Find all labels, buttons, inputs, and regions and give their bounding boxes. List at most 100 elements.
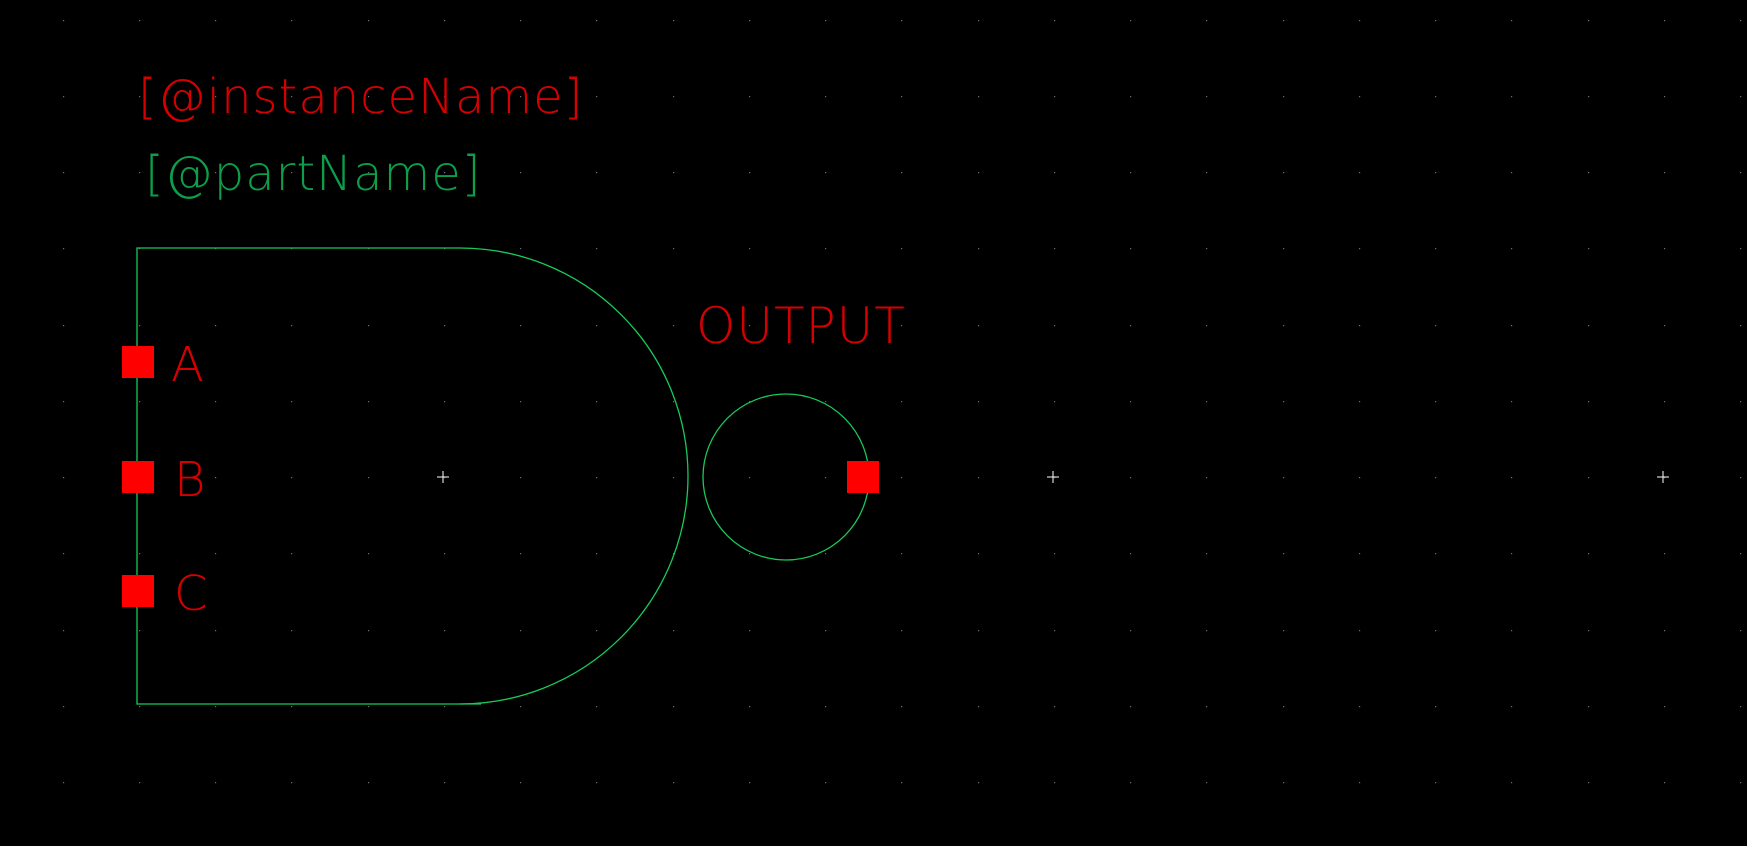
grid-dot	[673, 477, 675, 479]
grid-dot	[1206, 325, 1208, 327]
grid-dot	[978, 401, 980, 403]
grid-dot	[749, 630, 751, 632]
grid-dot	[1283, 172, 1285, 174]
grid-dot	[1511, 20, 1513, 22]
pin-b-square[interactable]	[122, 461, 154, 493]
grid-dot	[1740, 553, 1742, 555]
grid-dot	[1664, 782, 1666, 784]
grid-dot	[978, 782, 980, 784]
grid-dot	[63, 477, 65, 479]
grid-dot	[901, 401, 903, 403]
grid-dot	[673, 706, 675, 708]
grid-dot	[1130, 248, 1132, 250]
grid-dot	[1588, 477, 1590, 479]
output-pin-label[interactable]: OUTPUT	[696, 297, 906, 355]
grid-dot	[444, 477, 446, 479]
grid-dot	[1435, 630, 1437, 632]
grid-dot	[139, 782, 141, 784]
grid-dot	[1206, 477, 1208, 479]
grid-dot	[673, 248, 675, 250]
grid-dot	[1588, 706, 1590, 708]
grid-dot	[673, 20, 675, 22]
grid-dot	[1283, 706, 1285, 708]
grid-dot	[1283, 248, 1285, 250]
grid-dot	[749, 553, 751, 555]
grid-dot	[596, 401, 598, 403]
grid-dot	[1206, 20, 1208, 22]
grid-dot	[1130, 706, 1132, 708]
grid-dot	[978, 248, 980, 250]
grid-dot	[749, 172, 751, 174]
grid-dot	[444, 401, 446, 403]
grid-dot	[1435, 477, 1437, 479]
grid-dot	[596, 477, 598, 479]
pin-c-square[interactable]	[122, 575, 154, 607]
grid-dot	[139, 325, 141, 327]
pin-c-label[interactable]: C	[174, 566, 208, 622]
grid-dot	[444, 553, 446, 555]
grid-dot	[1664, 630, 1666, 632]
grid-dot	[1664, 477, 1666, 479]
pin-b-label[interactable]: B	[174, 452, 205, 508]
grid-dot	[291, 401, 293, 403]
grid-dot	[1054, 172, 1056, 174]
grid-dot	[368, 172, 370, 174]
grid-dot	[978, 20, 980, 22]
grid-dot	[215, 706, 217, 708]
grid-dot	[1511, 401, 1513, 403]
grid-dot	[901, 325, 903, 327]
grid-dot	[978, 630, 980, 632]
grid-dot	[901, 20, 903, 22]
grid-dot	[1511, 553, 1513, 555]
grid-dot	[1588, 248, 1590, 250]
instance-name-label[interactable]: [@instanceName]	[138, 69, 583, 125]
grid-dot	[1588, 782, 1590, 784]
grid-dot	[520, 630, 522, 632]
grid-dot	[291, 553, 293, 555]
grid-dot	[1664, 325, 1666, 327]
grid-dot	[825, 96, 827, 98]
origin-cross-icon	[1047, 471, 1059, 483]
grid-dot	[901, 553, 903, 555]
grid-dot	[520, 782, 522, 784]
grid-dot	[1054, 20, 1056, 22]
grid-dot	[215, 553, 217, 555]
grid-dot	[368, 325, 370, 327]
grid-dot	[673, 325, 675, 327]
grid-dot	[1588, 630, 1590, 632]
grid-dot	[1359, 20, 1361, 22]
grid-dot	[1740, 477, 1742, 479]
part-name-label[interactable]: [@partName]	[145, 146, 482, 202]
inversion-bubble-icon[interactable]	[702, 393, 870, 561]
grid-dot	[825, 630, 827, 632]
grid-dot	[1054, 248, 1056, 250]
grid-dot	[901, 630, 903, 632]
grid-dot	[1054, 782, 1056, 784]
grid-dot	[520, 401, 522, 403]
grid-dot	[520, 477, 522, 479]
grid-dot	[1511, 96, 1513, 98]
grid-dot	[63, 706, 65, 708]
grid-dot	[1359, 325, 1361, 327]
grid-dot	[978, 172, 980, 174]
grid-dot	[673, 553, 675, 555]
pin-output-square[interactable]	[847, 461, 879, 493]
grid-dot	[978, 477, 980, 479]
grid-dot	[825, 477, 827, 479]
grid-dot	[63, 553, 65, 555]
grid-dot	[368, 96, 370, 98]
grid-dot	[139, 96, 141, 98]
grid-dot	[520, 20, 522, 22]
grid-dot	[1359, 401, 1361, 403]
pin-a-square[interactable]	[122, 346, 154, 378]
grid-dot	[139, 20, 141, 22]
grid-dot	[368, 477, 370, 479]
pin-a-label[interactable]: A	[171, 337, 204, 393]
grid-dot	[1054, 401, 1056, 403]
grid-dot	[1283, 553, 1285, 555]
nand-gate-body-icon[interactable]	[136, 247, 689, 705]
grid-dot	[1740, 248, 1742, 250]
grid-dot	[749, 706, 751, 708]
